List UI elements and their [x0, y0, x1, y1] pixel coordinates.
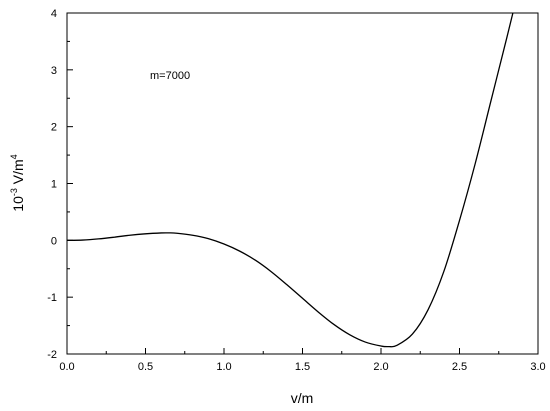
y-tick-label: 3	[51, 65, 57, 77]
x-tick-label: 1.0	[216, 361, 231, 373]
y-axis-title: 10-3 V/m4	[9, 154, 26, 211]
x-tick-label: 0.5	[138, 361, 153, 373]
y-axis-title-base-exponent: -3	[9, 188, 19, 196]
x-axis-title: v/m	[291, 390, 314, 406]
y-tick-label: 1	[51, 179, 57, 191]
y-tick-label: 2	[51, 122, 57, 134]
annotation-label: m=7000	[150, 70, 190, 82]
axis-tick-labels: 0.0 0.5 1.0 1.5 2.0 2.5 3.0 -2 -1 0 1 2 3 4	[47, 8, 545, 373]
y-axis-title-symbol: V/m	[10, 159, 26, 188]
x-tick-label: 2.5	[452, 361, 467, 373]
x-tick-label: 2.0	[373, 361, 388, 373]
plot-frame	[66, 12, 539, 355]
y-axis-title-symbol-exponent: 4	[9, 154, 19, 159]
axis-ticks	[66, 12, 539, 355]
y-tick-label: -1	[47, 292, 57, 304]
x-tick-label: 1.5	[295, 361, 310, 373]
y-tick-label: -2	[47, 349, 57, 361]
x-tick-label: 0.0	[59, 361, 74, 373]
x-tick-label: 3.0	[530, 361, 545, 373]
series-line	[66, 12, 514, 348]
y-tick-label: 4	[51, 8, 57, 20]
y-axis-title-base: 10	[10, 196, 26, 212]
y-tick-label: 0	[51, 235, 57, 247]
